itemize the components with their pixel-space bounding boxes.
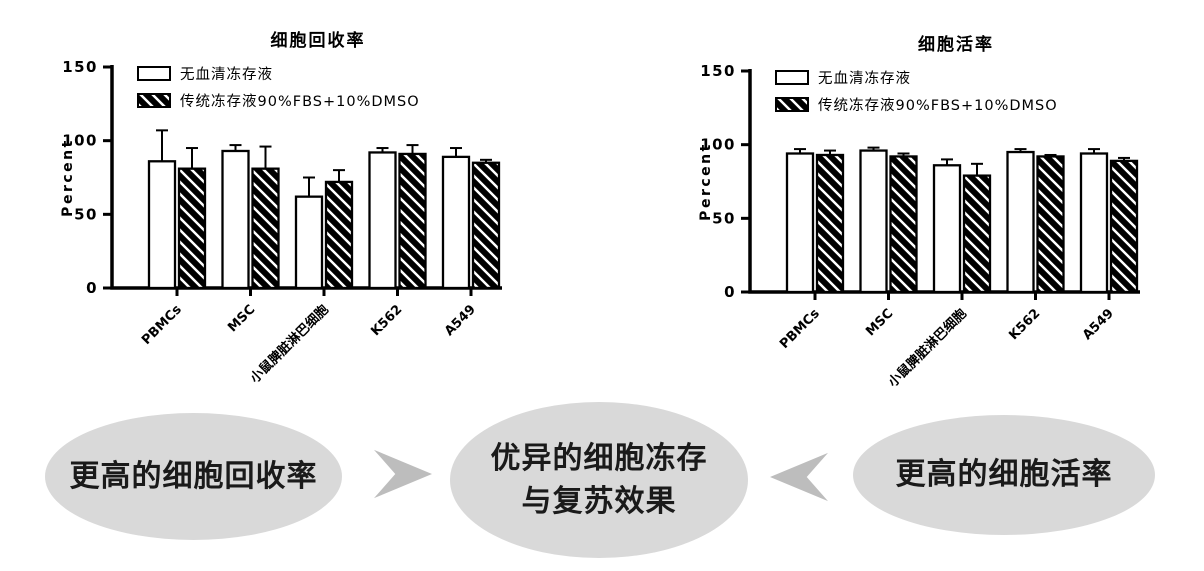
x-tick-label: PBMCs [139,302,185,348]
bar-hatched [324,180,354,290]
bar-open [1079,152,1109,294]
x-tick-label: PBMCs [777,306,823,352]
chevron-right-icon [374,449,432,499]
legend-label: 无血清冻存液 [818,69,911,87]
chart-cell-viability: 细胞活率 0 50 100 150 Percent 无血清冻存液传统冻存液90%FBS+10… [688,14,1204,414]
bar-open [294,195,324,290]
legend-swatch-open [137,66,171,81]
legend-label: 传统冻存液90%FBS+10%DMSO [180,92,420,110]
bar-open [1006,150,1035,294]
x-tick-label: MSC [863,306,896,339]
bar-hatched [398,152,427,290]
bar-hatched [251,167,280,290]
flow-node-viability-label: 更高的细胞活率 [895,457,1113,493]
flow-node-recovery-label: 更高的细胞回收率 [69,458,318,494]
chevron-right-shape [374,449,432,499]
y-tick-label: 150 [62,58,98,76]
y-tick-label: 100 [62,132,98,150]
flow-node-viability: 更高的细胞活率 [853,415,1155,535]
cell-viability-chart-svg: 细胞活率 0 50 100 150 Percent 无血清冻存液传统冻存液90%FBS+10… [698,34,1140,391]
y-tick-label: 0 [86,279,98,297]
bar-hatched [471,161,501,290]
y-tick-label: 150 [700,62,736,80]
y-tick-label: 0 [724,283,736,301]
chevron-left-shape [770,452,828,502]
bar-open [932,164,962,294]
legend-swatch-hatched [775,97,809,112]
flow-node-result-line1: 优异的细胞冻存 [490,440,708,476]
bar-hatched [1109,159,1139,294]
chart-cell-recovery: 细胞回收率 0 50 100 150 Percent 无血清冻存液传统冻存液90%FBS+1… [50,10,580,410]
x-tick-label: MSC [225,302,258,335]
bar-open [147,160,177,290]
x-tick-label: 小鼠脾脏淋巴细胞 [247,302,332,387]
legend-label: 传统冻存液90%FBS+10%DMSO [818,96,1058,114]
bar-open [368,151,397,290]
y-tick-label: 50 [712,209,736,227]
flow-node-result: 优异的细胞冻存 与复苏效果 [450,402,748,558]
x-tick-label: A549 [1080,306,1117,343]
flow-node-result-line2: 与复苏效果 [521,484,677,519]
cell-recovery-chart-svg: 细胞回收率 0 50 100 150 Percent 无血清冻存液传统冻存液90%FBS+1… [60,30,502,387]
chart-title: 细胞活率 [918,34,994,55]
chevron-left-icon [770,452,828,502]
y-axis-label: Percent [60,138,76,217]
x-tick-label: K562 [368,302,405,339]
y-tick-label: 50 [74,205,98,223]
legend-swatch-hatched [137,93,171,108]
x-tick-label: 小鼠脾脏淋巴细胞 [885,306,970,391]
bar-hatched [889,155,918,294]
bar-open [441,155,471,290]
chart-title: 细胞回收率 [271,30,366,51]
bar-hatched [177,167,207,290]
bar-hatched [815,153,845,294]
x-tick-label: K562 [1006,306,1043,343]
bar-open [221,149,250,290]
legend-swatch-open [775,70,809,85]
y-axis-label: Percent [698,142,714,221]
bar-hatched [1036,155,1065,294]
bar-open [785,152,815,294]
flow-node-recovery: 更高的细胞回收率 [45,413,342,540]
y-tick-label: 100 [700,136,736,154]
bar-open [859,149,888,294]
legend-label: 无血清冻存液 [180,65,273,83]
x-tick-label: A549 [442,302,479,339]
bar-hatched [962,174,992,294]
